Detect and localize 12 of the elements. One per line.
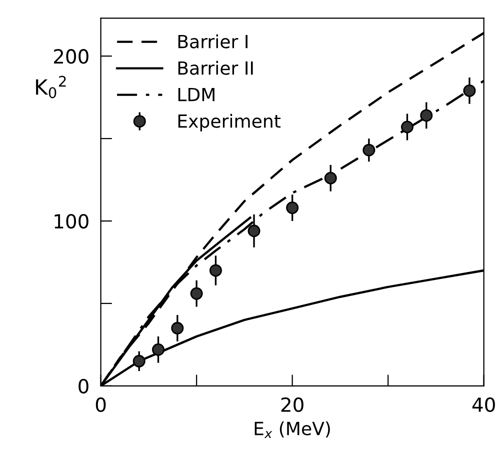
legend-label: Barrier II	[178, 60, 253, 75]
legend-label: Experiment	[178, 114, 281, 132]
legend-label: Barrier I	[178, 34, 248, 48]
x-axis-title: E$_{x}$ (MeV)	[254, 421, 330, 438]
y-tick-label: 100	[54, 214, 88, 229]
y-axis-title: K$_{0}$$^{2}$	[36, 76, 66, 98]
x-tick-label: 20	[281, 397, 304, 412]
y-tick-label: 0	[78, 378, 88, 394]
x-tick-label: 0	[96, 397, 106, 412]
x-tick-label: 40	[472, 397, 495, 412]
legend-label: LDM	[178, 88, 214, 102]
y-tick-label: 200	[54, 49, 88, 64]
